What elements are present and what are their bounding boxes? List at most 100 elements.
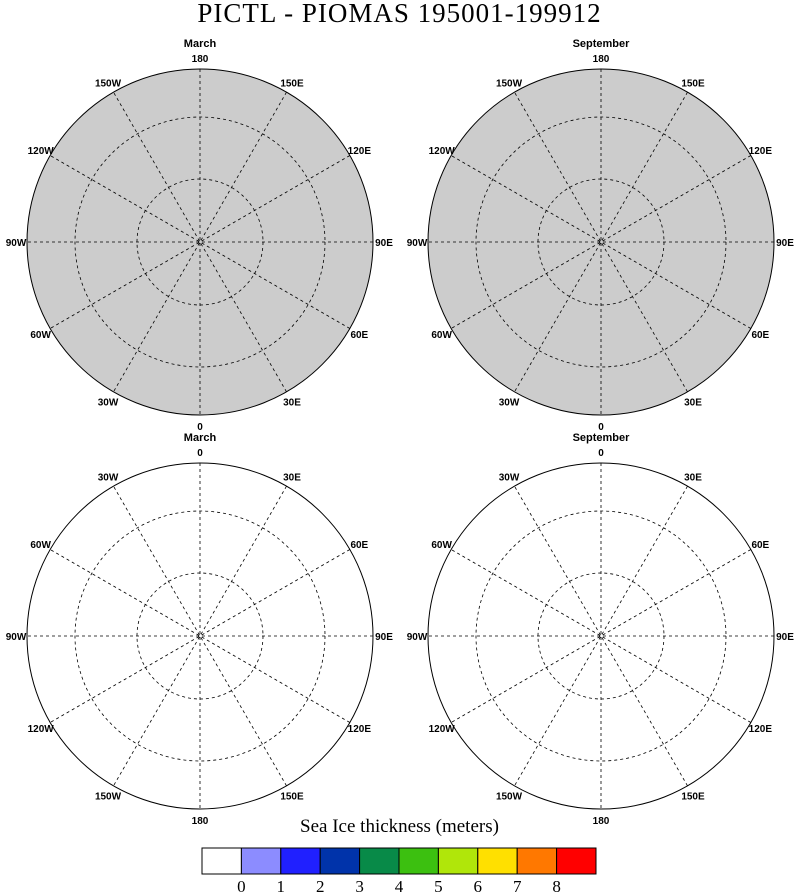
longitude-label: 90W (6, 238, 27, 249)
longitude-label: 60W (431, 540, 452, 551)
longitude-gridline (450, 549, 752, 723)
longitude-gridline (113, 91, 287, 393)
longitude-gridline (450, 155, 752, 329)
colorbar-title: Sea Ice thickness (meters) (300, 816, 499, 837)
map-border (26, 462, 374, 810)
longitude-label: 0 (197, 448, 203, 459)
longitude-label: 150W (95, 79, 122, 90)
colorbar: 0 1 2 3 4 5 6 7 8 (201, 847, 597, 894)
panel-title: March (184, 38, 217, 50)
longitude-gridline (49, 549, 351, 723)
longitude-label: 90E (375, 238, 393, 249)
longitude-label: 120W (429, 146, 456, 157)
map-background (428, 463, 774, 809)
longitude-label: 90W (407, 632, 428, 643)
longitude-label: 90W (407, 238, 428, 249)
longitude-label: 150W (95, 791, 122, 802)
colorbar-swatch (280, 847, 321, 875)
longitude-label: 30W (98, 397, 119, 408)
longitude-label: 180 (593, 54, 610, 65)
longitude-label: 30W (499, 473, 520, 484)
longitude-label: 150E (280, 791, 304, 802)
colorbar-swatch (477, 847, 518, 875)
longitude-label: 60E (751, 330, 769, 341)
colorbar-swatch (398, 847, 439, 875)
colorbar-swatch (359, 847, 400, 875)
longitude-gridline (450, 155, 752, 329)
longitude-gridline (49, 155, 351, 329)
antarctic-march-map: 0 30E 60E 90E 120E 150E 180 150W 120W 90W 60W 30W Ma… (6, 432, 394, 827)
longitude-label: 30E (684, 397, 702, 408)
longitude-label: 120E (348, 724, 372, 735)
longitude-label: 150E (681, 791, 705, 802)
longitude-label: 180 (593, 816, 610, 827)
colorbar-label: 0 (237, 877, 246, 894)
longitude-label: 120W (28, 724, 55, 735)
colorbar-swatch (556, 847, 597, 875)
map-background (27, 69, 373, 415)
figure-title: PICTL - PIOMAS 195001-199912 (197, 0, 602, 28)
colorbar-swatch (201, 847, 242, 875)
longitude-gridline (113, 485, 287, 787)
colorbar-label: 5 (434, 877, 443, 894)
longitude-gridline (113, 485, 287, 787)
longitude-label: 120E (749, 146, 773, 157)
longitude-label: 30W (98, 473, 119, 484)
longitude-label: 30E (283, 397, 301, 408)
colorbar-label: 1 (277, 877, 286, 894)
longitude-label: 0 (598, 422, 604, 433)
longitude-label: 60E (350, 330, 368, 341)
longitude-label: 30W (499, 397, 520, 408)
panel-title: September (573, 38, 631, 50)
longitude-label: 90W (6, 632, 27, 643)
colorbar-label: 3 (355, 877, 364, 894)
longitude-label: 120E (348, 146, 372, 157)
longitude-label: 30E (283, 473, 301, 484)
longitude-label: 150W (496, 791, 523, 802)
longitude-label: 60E (350, 540, 368, 551)
longitude-gridline (514, 91, 688, 393)
longitude-gridline (113, 91, 287, 393)
longitude-label: 0 (197, 422, 203, 433)
map-border (26, 68, 374, 416)
longitude-label: 120E (749, 724, 773, 735)
longitude-gridline (450, 549, 752, 723)
longitude-label: 90E (776, 238, 794, 249)
longitude-gridline (49, 549, 351, 723)
longitude-label: 60W (30, 330, 51, 341)
longitude-gridline (514, 91, 688, 393)
colorbar-swatch (516, 847, 558, 875)
colorbar-swatch (319, 847, 361, 875)
longitude-label: 60E (751, 540, 769, 551)
colorbar-label: 4 (395, 877, 404, 894)
longitude-label: 90E (375, 632, 393, 643)
longitude-label: 150E (681, 79, 705, 90)
longitude-gridline (49, 155, 351, 329)
map-border (427, 462, 775, 810)
colorbar-label: 6 (474, 877, 483, 894)
longitude-label: 120W (28, 146, 55, 157)
colorbar-swatch (240, 847, 282, 875)
antarctic-september-map: 0 30E 60E 90E 120E 150E 180 150W 120W 90W 60W 30W Se… (407, 432, 795, 827)
longitude-label: 120W (429, 724, 456, 735)
longitude-label: 30E (684, 473, 702, 484)
panel-title: March (184, 432, 217, 444)
panel-title: September (573, 432, 631, 444)
map-background (428, 69, 774, 415)
longitude-label: 90E (776, 632, 794, 643)
colorbar-swatch (437, 847, 479, 875)
colorbar-label: 8 (552, 877, 561, 894)
colorbar-label: 7 (513, 877, 522, 894)
longitude-label: 150E (280, 79, 304, 90)
longitude-gridline (514, 485, 688, 787)
arctic-september-map: 180 150E 120E 90E 60E 30E 0 30W 60W 90W 120W 150W Se… (407, 38, 795, 433)
arctic-march-map: 180 150E 120E 90E 60E 30E 0 30W 60W 90W 120W 150W Ma… (6, 38, 394, 433)
longitude-gridline (514, 485, 688, 787)
longitude-label: 180 (192, 54, 209, 65)
longitude-label: 0 (598, 448, 604, 459)
longitude-label: 180 (192, 816, 209, 827)
map-border (427, 68, 775, 416)
colorbar-label: 2 (316, 877, 325, 894)
